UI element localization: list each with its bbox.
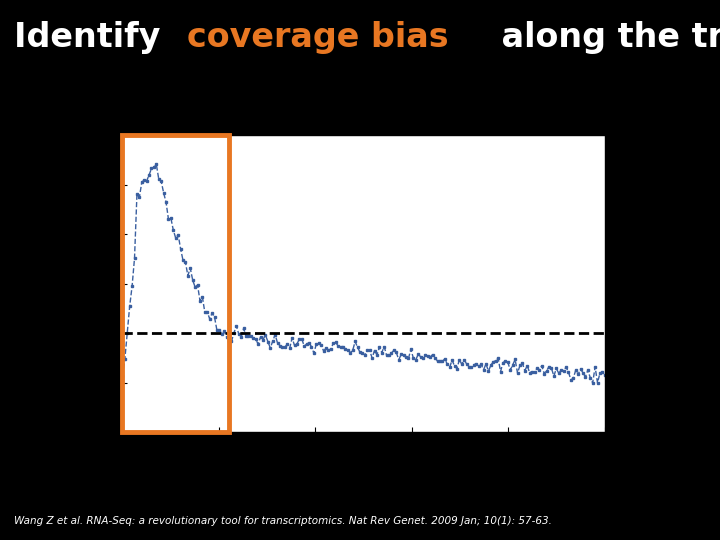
Y-axis label: Normalized coverage: Normalized coverage [75,193,90,374]
Text: Wang Z et al. RNA-Seq: a revolutionary tool for transcriptomics. Nat Rev Genet. : Wang Z et al. RNA-Seq: a revolutionary t… [14,516,552,526]
Text: Identify: Identify [14,21,172,55]
Text: along the transcript: along the transcript [490,21,720,55]
Bar [122,135,228,432]
Title: RNA-Seq coverage vs. transcript position
(G1E_R1): RNA-Seq coverage vs. transcript position… [171,92,557,131]
Text: coverage bias: coverage bias [187,21,449,55]
X-axis label: Normalized distance along transcript: Normalized distance along transcript [204,456,523,471]
Text: 1.0: 1.0 [619,324,651,342]
